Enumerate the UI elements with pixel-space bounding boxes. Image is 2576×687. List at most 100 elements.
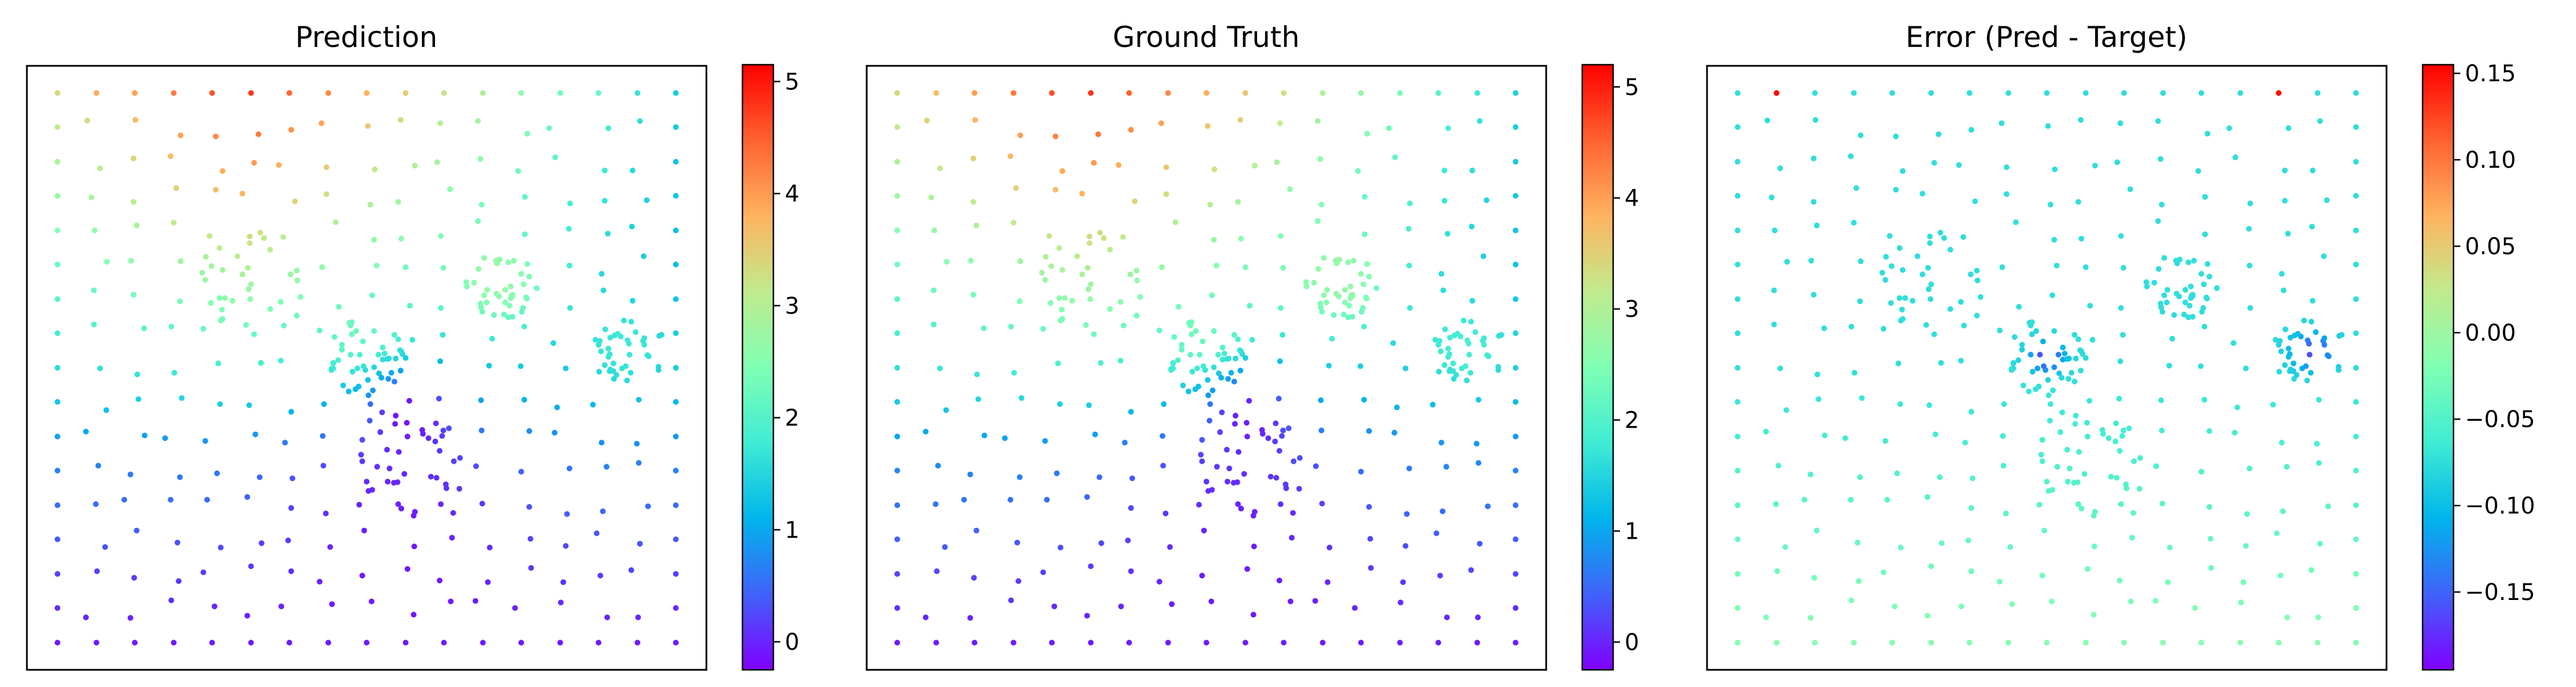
data-point: [1445, 125, 1451, 131]
data-point: [2117, 578, 2123, 583]
data-point: [2037, 352, 2043, 358]
data-point: [1358, 90, 1364, 96]
data-point: [1443, 464, 1449, 470]
data-point: [1318, 427, 1325, 433]
data-point: [472, 598, 479, 604]
data-point: [1512, 193, 1519, 199]
data-point: [615, 331, 621, 337]
data-point: [1235, 199, 1241, 205]
data-point: [385, 479, 391, 485]
data-point: [1801, 496, 1808, 503]
data-point: [943, 259, 950, 265]
data-point: [391, 480, 397, 486]
data-point: [2087, 398, 2092, 404]
data-point: [202, 277, 208, 283]
data-point: [1883, 254, 1889, 260]
data-point: [94, 568, 100, 574]
data-point: [135, 396, 141, 402]
data-point: [1273, 420, 1279, 427]
data-point: [1219, 345, 1226, 350]
data-point: [1156, 579, 1163, 585]
data-point: [1902, 295, 1909, 301]
data-point: [2041, 527, 2048, 534]
data-point: [1279, 433, 1285, 439]
data-point: [596, 369, 602, 375]
data-point: [673, 571, 679, 577]
data-point: [2059, 409, 2065, 416]
data-point: [2316, 397, 2322, 403]
data-point: [2013, 219, 2019, 226]
data-point: [1444, 231, 1451, 237]
data-point: [1882, 438, 1888, 444]
data-point: [2048, 401, 2053, 407]
data-point: [1735, 571, 1741, 577]
data-point: [2075, 336, 2081, 342]
data-point: [297, 294, 303, 300]
data-point: [2084, 433, 2091, 440]
data-point: [1242, 639, 1249, 646]
data-point: [1512, 399, 1519, 405]
data-point: [894, 502, 900, 508]
data-point: [2100, 431, 2106, 437]
data-point: [1363, 294, 1369, 301]
colorbar-tick-label: 0.15: [2465, 61, 2516, 87]
data-point: [54, 296, 61, 302]
data-point: [1432, 337, 1439, 343]
data-point: [2158, 397, 2164, 404]
data-point: [369, 598, 375, 605]
data-point: [102, 544, 108, 550]
data-point: [673, 433, 679, 440]
data-point: [320, 463, 326, 469]
data-point: [2275, 90, 2282, 96]
data-point: [2117, 358, 2123, 364]
data-point: [2353, 159, 2359, 165]
data-point: [1160, 463, 1166, 469]
data-point: [2039, 458, 2045, 464]
data-point: [2060, 345, 2066, 350]
data-point: [1735, 468, 1741, 473]
data-point: [376, 370, 382, 377]
colorbar-tick-label: 4: [785, 181, 799, 207]
data-point: [1235, 449, 1242, 455]
data-point: [1814, 222, 1820, 228]
data-point: [1735, 330, 1741, 336]
data-point: [2284, 614, 2290, 621]
data-point: [368, 401, 373, 407]
data-point: [1450, 360, 1456, 366]
data-point: [1433, 530, 1440, 536]
data-point: [1475, 614, 1481, 621]
data-point: [1336, 293, 1342, 299]
data-point: [244, 494, 250, 500]
data-point: [2049, 598, 2055, 605]
data-point: [1277, 120, 1283, 127]
data-point: [1947, 247, 1953, 253]
data-point: [1039, 270, 1045, 276]
data-point: [440, 331, 446, 338]
data-point: [1311, 279, 1317, 286]
data-point: [673, 468, 679, 473]
data-point: [1928, 90, 1934, 96]
data-point: [294, 277, 301, 283]
data-point: [1889, 639, 1895, 646]
data-point: [410, 512, 417, 519]
data-point: [2208, 565, 2214, 571]
data-point: [1326, 362, 1332, 369]
data-point: [420, 431, 426, 437]
data-point: [1163, 191, 1170, 198]
data-point: [1475, 397, 1481, 403]
data-point: [1468, 223, 1475, 230]
data-point: [2282, 167, 2288, 173]
data-point: [2155, 218, 2161, 224]
data-point: [456, 485, 463, 492]
data-point: [1773, 639, 1780, 646]
data-point: [247, 234, 253, 239]
data-point: [1250, 611, 1257, 618]
data-point: [1926, 286, 1932, 293]
scatter-points: [894, 90, 1519, 646]
scatter-points: [1735, 90, 2359, 646]
data-point: [1480, 253, 1487, 259]
data-point: [441, 639, 447, 646]
data-point: [2314, 639, 2321, 646]
data-point: [1348, 283, 1354, 290]
data-point: [894, 193, 900, 199]
